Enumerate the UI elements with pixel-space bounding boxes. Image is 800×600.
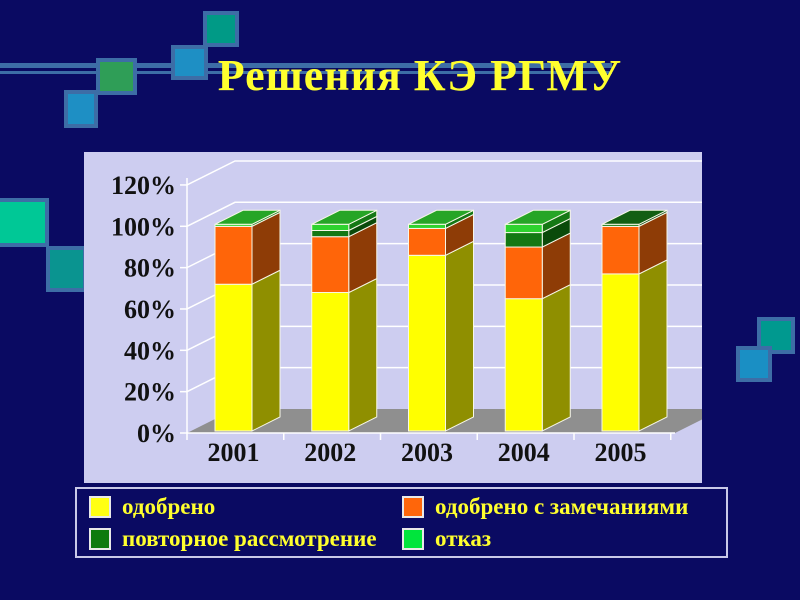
- legend-row: повторное рассмотрение отказ: [89, 527, 714, 550]
- bar-2004-segment: [504, 298, 543, 432]
- bar-2003-segment: [408, 227, 446, 256]
- bar-2005-segment: [601, 225, 640, 275]
- decor-square: [46, 246, 87, 292]
- bar-2004-top: [505, 209, 571, 225]
- legend-swatch-approved: [89, 495, 111, 518]
- y-tick-label: 60%: [124, 295, 176, 324]
- legend-label-rejected: отказ: [435, 526, 492, 551]
- y-tick-label: 100%: [111, 212, 176, 241]
- bar-2002-top: [311, 209, 377, 225]
- bar-2003-segment: [408, 254, 446, 432]
- legend-label-approved: одобрено: [122, 494, 216, 519]
- y-tick-label: 80%: [124, 254, 176, 283]
- y-tick-label: 40%: [124, 336, 176, 365]
- decor-square: [203, 11, 239, 47]
- accent-line-thick: [0, 63, 612, 68]
- x-category-label: 2005: [595, 438, 647, 467]
- decor-square: [0, 198, 49, 247]
- bar-2004-segment: [504, 223, 543, 234]
- legend-item: одобрено с замечаниями: [402, 495, 688, 518]
- y-tick-label: 120%: [111, 171, 176, 200]
- bar-2003-segment: [408, 223, 446, 229]
- bar-2001-side: [251, 269, 281, 432]
- x-category-label: 2004: [498, 438, 550, 467]
- bar-2002-segment: [311, 292, 350, 432]
- legend-item: повторное рассмотрение: [89, 527, 402, 550]
- legend-item: отказ: [402, 527, 491, 550]
- bar-2002-segment: [311, 230, 350, 238]
- bar-2003-top: [408, 209, 474, 225]
- chart-panel: 0% 20% 40% 60% 80% 100% 120% 2001 2002 2003 2004 20…: [84, 152, 702, 483]
- bar-2002-segment: [311, 223, 350, 232]
- gridline: [186, 201, 702, 227]
- legend-swatch-approved-with-notes: [402, 495, 424, 518]
- decor-square: [64, 90, 98, 128]
- legend-swatch-rejected: [402, 527, 424, 550]
- legend-item: одобрено: [89, 495, 402, 518]
- bar-2002-side: [348, 277, 378, 432]
- bar-2003-side: [445, 240, 474, 432]
- y-tick-label: 20%: [124, 378, 176, 407]
- bar-2004-side: [541, 283, 571, 432]
- slide-title: Решения КЭ РГМУ: [217, 51, 623, 100]
- bar-2001-segment: [214, 283, 253, 432]
- legend-swatch-reconsideration: [89, 527, 111, 550]
- decor-square: [736, 346, 772, 382]
- legend: одобрено одобрено с замечаниями повторно…: [75, 487, 728, 558]
- legend-label-approved-with-notes: одобрено с замечаниями: [435, 494, 689, 519]
- bar-2005-segment: [601, 273, 640, 432]
- bar-2005-top: [601, 209, 668, 225]
- legend-label-reconsideration: повторное рассмотрение: [122, 526, 377, 551]
- bar-2001-top: [214, 209, 281, 225]
- x-category-label: 2002: [304, 438, 356, 467]
- x-category-label: 2001: [208, 438, 260, 467]
- decor-square: [171, 45, 208, 80]
- bar-2005-side: [638, 259, 668, 432]
- bar-2001-segment: [214, 225, 253, 285]
- bar-2002-segment: [311, 236, 350, 294]
- bar-2004-segment: [504, 246, 543, 300]
- gridline: [186, 160, 702, 186]
- decor-square: [96, 58, 137, 95]
- stacked-bar-chart-3d: 0% 20% 40% 60% 80% 100% 120% 2001 2002 2003 2004 20…: [111, 160, 702, 467]
- bar-2004-segment: [504, 232, 543, 248]
- legend-row: одобрено одобрено с замечаниями: [89, 495, 714, 518]
- y-tick-label: 0%: [137, 419, 176, 448]
- x-category-label: 2003: [401, 438, 453, 467]
- accent-line-thin: [0, 71, 612, 74]
